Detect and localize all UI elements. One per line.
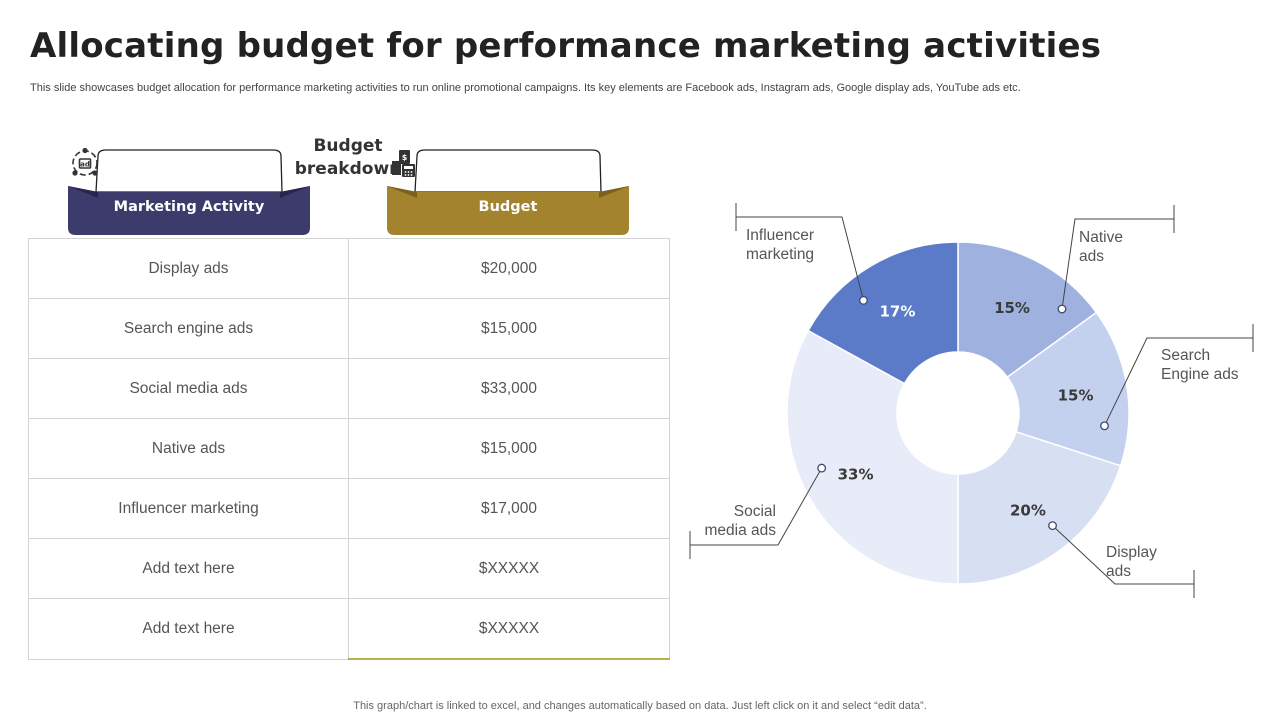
svg-text:$: $ [402,153,408,162]
budget-cell: $17,000 [348,478,670,539]
table-row: Add text here $XXXXX [28,598,670,660]
callout-label-native-ads: Native ads [1079,229,1123,265]
svg-text:ad: ad [80,161,90,169]
activity-cell: Search engine ads [28,298,349,359]
callout-label-display-ads: Display ads [1106,544,1157,580]
donut-slice-social-media-ads [786,329,959,585]
marketing-activity-header: ad Marketing Activity [68,146,310,236]
activity-cell: Native ads [28,418,349,479]
slice-label-native-ads: 15% [994,299,1030,317]
donut-slice-search-engine-ads [1006,311,1130,467]
slice-label-display-ads: 20% [1010,501,1046,519]
table-row: Search engine ads $15,000 [28,298,670,359]
budget-breakdown-line-2: breakdown [294,159,402,179]
budget-header-shape [387,149,629,235]
budget-table: Display ads $20,000 Search engine ads $1… [28,238,670,660]
callout-line-native-ads [1061,218,1174,310]
callout-line-influencer-marketing [736,216,864,301]
table-row: Display ads $20,000 [28,238,670,299]
callout-dot-social-media-ads [817,463,827,473]
callout-label-social-media-ads: Social media ads [704,503,776,539]
budget-breakdown-line-1: Budget [313,136,383,156]
slice-label-search-engine-ads: 15% [1058,386,1094,404]
table-row: Native ads $15,000 [28,418,670,479]
budget-cell: $XXXXX [348,538,670,599]
budget-breakdown-label: Budget breakdown [286,135,410,181]
page-subtitle: This slide showcases budget allocation f… [30,82,1021,94]
slice-label-influencer-marketing: 17% [879,303,915,321]
callout-dot-influencer-marketing [859,295,868,305]
budget-icon: $ [392,150,415,177]
callout-line-display-ads [1052,525,1194,585]
budget-cell: $XXXXX [348,598,670,660]
page-title: Allocating budget for performance market… [30,26,1102,66]
activity-cell: Add text here [28,598,349,660]
table-row: Social media ads $33,000 [28,358,670,419]
activity-cell: Add text here [28,538,349,599]
budget-cell: $15,000 [348,418,670,479]
callout-label-search-engine-ads: Search Engine ads [1161,347,1239,383]
donut-slice-native-ads [957,241,1098,379]
donut-slice-display-ads [957,430,1122,585]
budget-cell: $20,000 [348,238,670,299]
budget-cell: $33,000 [348,358,670,419]
slice-label-social-media-ads: 33% [838,466,874,484]
footer-note: This graph/chart is linked to excel, and… [353,700,927,712]
marketing-activity-header-label: Marketing Activity [113,199,265,215]
callout-line-social-media-ads [690,467,823,546]
table-row: Add text here $XXXXX [28,538,670,599]
marketing-icon: ad [72,147,98,176]
callout-dot-native-ads [1057,304,1067,314]
budget-header: $ Budget [387,146,629,236]
callout-line-search-engine-ads [1104,337,1253,427]
budget-header-label: Budget [478,199,538,215]
marketing-activity-header-shape [68,149,310,235]
table-row: Influencer marketing $17,000 [28,478,670,539]
budget-cell: $15,000 [348,298,670,359]
callout-dot-search-engine-ads [1100,421,1109,431]
callout-label-influencer-marketing: Influencer marketing [746,227,814,263]
callout-dot-display-ads [1048,521,1057,531]
donut-slice-influencer-marketing [807,241,959,385]
